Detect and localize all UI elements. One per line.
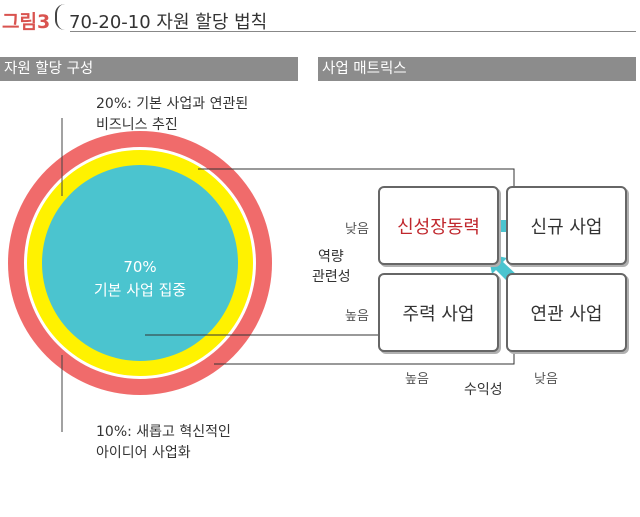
title-rule bbox=[70, 31, 636, 32]
box-main-business: 주력 사업 bbox=[378, 273, 499, 352]
core-label: 기본 사업 집중 bbox=[93, 281, 187, 299]
section-bar-right: 사업 매트릭스 bbox=[318, 57, 636, 81]
bottom-note-line2: 아이디어 사업화 bbox=[96, 445, 191, 461]
bottom-note-line1: 10%: 새롭고 혁신적인 bbox=[96, 424, 231, 440]
y-axis-title-line1: 역량 bbox=[318, 249, 344, 265]
section-bar-left: 자원 할당 구성 bbox=[0, 57, 298, 81]
x-axis-high-label: 높음 bbox=[405, 372, 429, 387]
x-axis-low-label: 낮음 bbox=[534, 372, 558, 387]
core-70pct bbox=[42, 165, 238, 361]
core-percentage: 70% bbox=[123, 258, 157, 276]
y-axis-title-line2: 관련성 bbox=[312, 269, 351, 285]
top-note-line1: 20%: 기본 사업과 연관된 bbox=[96, 96, 249, 112]
y-axis-high-label: 높음 bbox=[345, 309, 369, 324]
figure-title: 70-20-10 자원 할당 법칙 bbox=[69, 12, 268, 33]
figure-bracket bbox=[55, 4, 65, 30]
box-related-business: 연관 사업 bbox=[506, 273, 627, 352]
top-note-line2: 비즈니스 추진 bbox=[96, 117, 178, 133]
box-new-growth-engine: 신성장동력 bbox=[378, 186, 499, 265]
figure-label: 그림3 bbox=[2, 11, 51, 33]
box-new-business: 신규 사업 bbox=[506, 186, 627, 265]
x-axis-title: 수익성 bbox=[464, 382, 503, 398]
y-axis-low-label: 낮음 bbox=[345, 222, 369, 237]
